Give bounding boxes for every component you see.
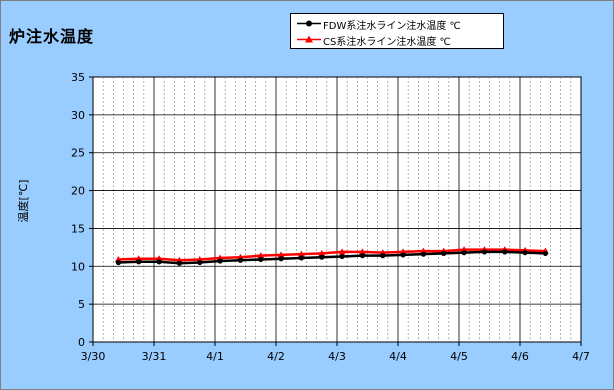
legend-marker-fdw (297, 20, 321, 27)
y-tick-label: 0 (78, 336, 85, 349)
data-point-cs (236, 253, 244, 260)
data-point-cs (114, 255, 122, 262)
x-tick-label: 4/3 (328, 350, 346, 363)
legend-entry-cs: CS系注水ライン注水温度 ℃ (291, 32, 503, 48)
data-point-fdw (461, 250, 467, 256)
legend-label-cs: CS系注水ライン注水温度 ℃ (323, 37, 451, 48)
data-point-cs (379, 249, 387, 256)
y-tick-label: 5 (78, 298, 85, 311)
data-point-fdw (400, 252, 406, 258)
data-point-cs (257, 252, 265, 259)
y-tick-label: 20 (71, 185, 85, 198)
data-point-fdw (380, 253, 386, 259)
x-tick-label: 4/1 (206, 350, 224, 363)
legend-marker-cs (297, 35, 321, 43)
x-tick-label: 4/5 (450, 350, 468, 363)
data-point-fdw (237, 257, 244, 263)
data-point-cs (135, 255, 143, 262)
data-point-fdw (522, 250, 528, 256)
data-point-fdw (258, 256, 264, 263)
data-point-fdw (319, 254, 325, 260)
data-point-fdw (156, 259, 162, 265)
data-point-fdw (115, 259, 122, 266)
x-tick-label: 3/31 (142, 350, 167, 363)
y-tick-label: 15 (71, 222, 85, 235)
x-tick-label: 4/4 (389, 350, 407, 363)
series-line-cs (118, 248, 546, 262)
data-point-cs (419, 247, 427, 254)
data-point-fdw (481, 249, 488, 255)
x-tick-label: 3/30 (81, 350, 106, 363)
y-tick-label: 30 (71, 109, 85, 122)
data-point-cs (318, 249, 326, 256)
x-tick-label: 4/6 (511, 350, 529, 363)
y-tick-label: 35 (71, 71, 85, 84)
data-point-fdw (441, 250, 447, 257)
data-point-fdw (197, 259, 203, 266)
x-tick-label: 4/2 (267, 350, 285, 363)
data-point-cs (196, 255, 204, 262)
legend-label-fdw: FDW系注水ライン注水温度 ℃ (323, 21, 461, 32)
data-point-fdw (542, 250, 549, 257)
y-tick-label: 25 (71, 147, 85, 160)
data-point-fdw (420, 251, 427, 257)
y-tick-label: 10 (71, 260, 85, 273)
series-line-fdw (118, 250, 546, 265)
data-point-fdw (339, 253, 345, 260)
data-point-fdw (136, 259, 142, 265)
data-point-fdw (278, 256, 284, 262)
legend-entry-fdw: FDW系注水ライン注水温度 ℃ (291, 16, 503, 32)
data-point-cs (216, 254, 224, 261)
data-point-cs (297, 250, 305, 257)
chart-title: 炉注水温度 (9, 27, 95, 46)
x-tick-label: 4/7 (572, 350, 590, 363)
data-point-cs (358, 248, 366, 255)
legend: FDW系注水ライン注水温度 ℃ CS系注水ライン注水温度 ℃ (290, 13, 504, 49)
data-point-cs (175, 256, 183, 263)
data-point-fdw (359, 253, 366, 259)
data-point-cs (399, 248, 407, 255)
data-point-cs (338, 248, 346, 255)
data-point-cs (277, 251, 285, 258)
data-point-cs (460, 246, 468, 253)
data-point-fdw (217, 258, 223, 264)
data-point-cs (155, 255, 163, 262)
y-axis-title: 温度[℃] (17, 179, 30, 223)
data-point-fdw (176, 260, 183, 266)
data-point-fdw (298, 255, 305, 261)
data-point-fdw (502, 249, 508, 255)
